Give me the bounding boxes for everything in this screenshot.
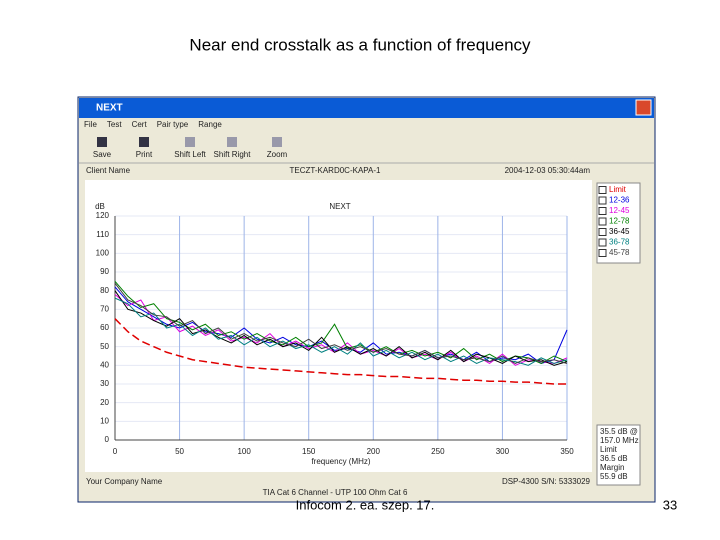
menu-item[interactable]: Pair type	[157, 120, 189, 129]
x-tick-label: 300	[496, 447, 510, 456]
menu-item[interactable]: Range	[198, 120, 222, 129]
y-tick-label: 20	[100, 398, 109, 407]
toolbar-icon[interactable]	[97, 137, 107, 147]
client-label: Client Name	[86, 166, 131, 175]
slide-title: Near end crosstalk as a function of freq…	[189, 35, 531, 54]
menu-item[interactable]: Cert	[132, 120, 148, 129]
info-text: 36.5 dB	[600, 454, 628, 463]
info-box	[596, 424, 641, 486]
toolbar-button[interactable]: Save	[93, 150, 112, 159]
toolbar-icon[interactable]	[139, 137, 149, 147]
y-tick-label: 30	[100, 379, 109, 388]
standard: TIA Cat 6 Channel - UTP 100 Ohm Cat 6	[263, 488, 408, 497]
menu-item[interactable]: Test	[107, 120, 122, 129]
info-text: Margin	[600, 463, 624, 472]
y-tick-label: 40	[100, 360, 109, 369]
y-tick-label: 50	[100, 342, 109, 351]
legend-checkbox[interactable]	[598, 186, 607, 194]
x-tick-label: 100	[237, 447, 251, 456]
menu-bar	[79, 118, 654, 132]
cable-id: TECZT-KARD0C-KAPA-1	[290, 166, 382, 175]
info-text: Limit	[600, 445, 618, 454]
y-tick-label: 60	[100, 323, 109, 332]
legend-entry: 36-45	[609, 227, 630, 236]
legend-entry: 12-78	[609, 217, 630, 226]
x-tick-label: 150	[302, 447, 316, 456]
toolbar-button[interactable]: Zoom	[267, 150, 288, 159]
legend-entry: Limit	[609, 185, 627, 194]
timestamp: 2004-12-03 05:30:44am	[505, 166, 591, 175]
legend-checkbox[interactable]	[598, 228, 607, 236]
x-tick-label: 250	[431, 447, 445, 456]
chart-title: NEXT	[329, 202, 350, 211]
x-tick-label: 350	[560, 447, 574, 456]
menu-item[interactable]: File	[84, 120, 97, 129]
x-tick-label: 200	[367, 447, 381, 456]
toolbar-icon[interactable]	[272, 137, 282, 147]
x-tick-label: 0	[113, 447, 118, 456]
title-bar	[79, 98, 654, 118]
info-text: 157.0 MHz	[600, 436, 639, 445]
legend-entry: 45-78	[609, 248, 630, 257]
y-tick-label: 10	[100, 416, 109, 425]
x-axis-label: frequency (MHz)	[311, 457, 370, 466]
legend-checkbox[interactable]	[598, 217, 607, 226]
page-number: 33	[663, 497, 677, 512]
series-line	[114, 281, 568, 365]
y-axis-label: dB	[95, 202, 105, 211]
y-tick-label: 70	[100, 304, 109, 313]
legend-entry: 12-45	[609, 206, 630, 215]
legend-checkbox[interactable]	[598, 249, 607, 257]
window-title: NEXT	[96, 103, 123, 114]
y-tick-label: 90	[100, 267, 109, 276]
x-tick-label: 50	[175, 447, 184, 456]
legend-checkbox[interactable]	[598, 238, 607, 247]
series-line	[114, 290, 568, 366]
device: DSP-4300 S/N: 5333029	[502, 477, 591, 486]
info-text: 35.5 dB @	[600, 427, 638, 436]
close-button[interactable]	[635, 99, 652, 116]
series-line	[114, 318, 567, 385]
toolbar-icon[interactable]	[227, 137, 237, 147]
y-tick-label: 120	[96, 211, 110, 220]
y-tick-label: 80	[100, 286, 109, 295]
chart-panel	[85, 180, 592, 472]
series-line	[114, 297, 568, 366]
toolbar-button[interactable]: Shift Left	[174, 150, 206, 159]
toolbar-icon[interactable]	[185, 137, 195, 147]
toolbar-button[interactable]: Shift Right	[214, 150, 252, 159]
info-text: 55.9 dB	[600, 472, 628, 481]
legend-checkbox[interactable]	[598, 196, 607, 205]
legend-checkbox[interactable]	[598, 207, 607, 215]
legend-entry: 12-36	[609, 196, 630, 205]
series-line	[114, 282, 568, 365]
legend-entry: 36-78	[609, 238, 630, 247]
toolbar-button[interactable]: Print	[136, 150, 153, 159]
y-tick-label: 0	[105, 435, 110, 444]
company: Your Company Name	[86, 477, 163, 486]
slide-footer: Infocom 2. ea. szep. 17.	[296, 497, 435, 512]
y-tick-label: 110	[96, 230, 109, 239]
y-tick-label: 100	[96, 248, 110, 257]
